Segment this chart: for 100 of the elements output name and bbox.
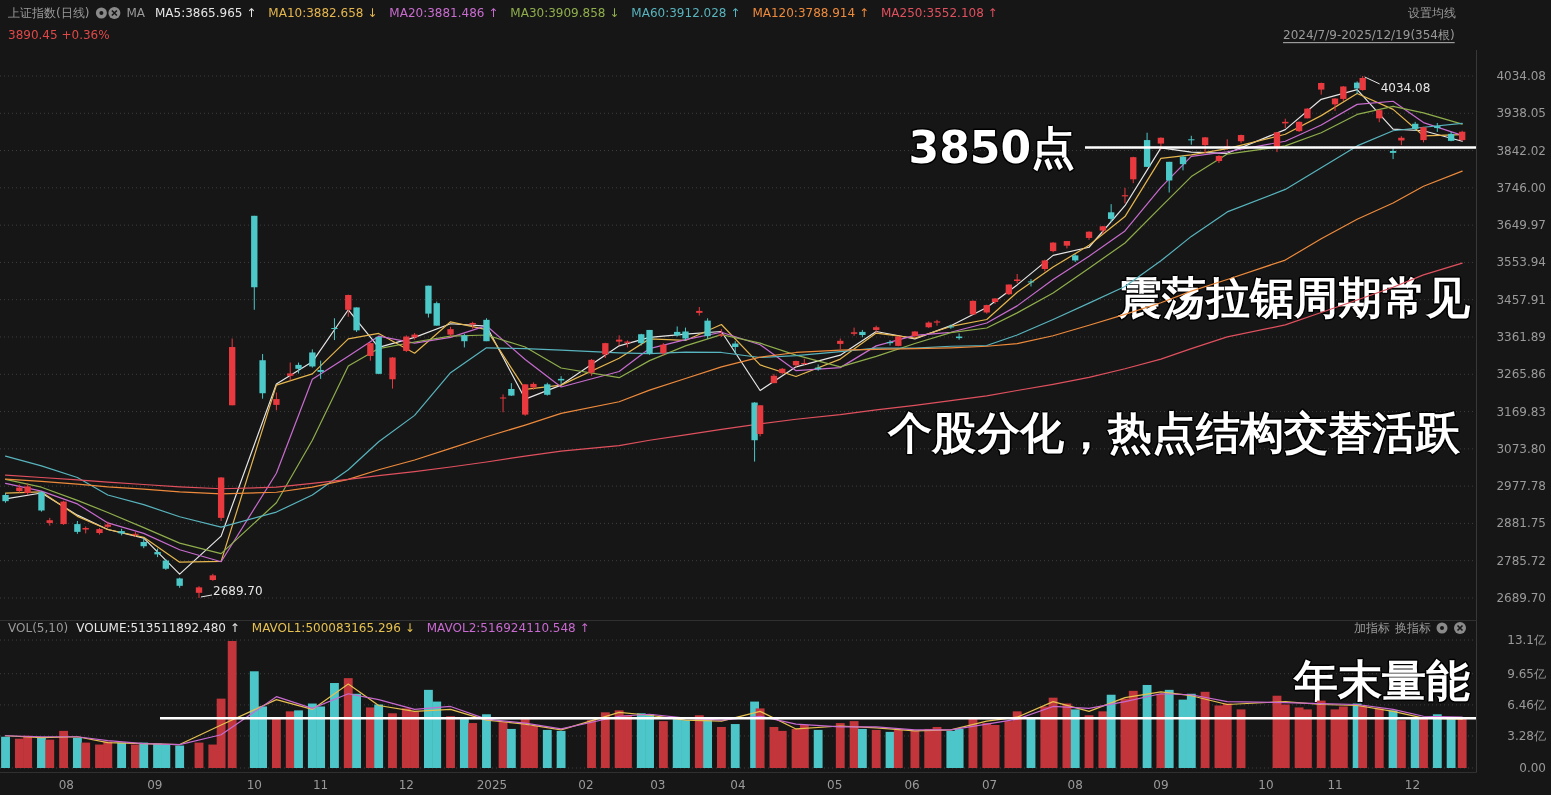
bar [1396, 720, 1406, 768]
bar [1164, 689, 1174, 768]
y-tick-label: 2689.70 [1496, 590, 1546, 605]
bar [556, 730, 566, 768]
y-tick-label: 3649.97 [1496, 218, 1546, 233]
bar [1410, 719, 1420, 768]
annotation: 2689.70 [213, 583, 263, 598]
chart-subtitle: 3890.45 +0.36% [8, 28, 110, 42]
y-tick-label: 13.1亿 [1507, 633, 1546, 648]
y-tick-label: 0.00 [1519, 761, 1546, 775]
y-tick-label: 3361.89 [1496, 329, 1546, 344]
chart-title: 上证指数(日线) [8, 6, 90, 20]
bar [117, 742, 127, 768]
bar [1446, 718, 1456, 768]
bar [175, 745, 185, 768]
bar [871, 729, 881, 768]
annotation: 年末量能 [1293, 654, 1470, 706]
bar [459, 719, 469, 768]
bar [835, 723, 845, 768]
candlestick [317, 360, 324, 380]
annotation: 换指标 [1395, 621, 1431, 635]
candlestick [331, 317, 338, 341]
y-tick-label: 3553.94 [1496, 255, 1546, 270]
bar [910, 730, 920, 768]
candlestick [850, 327, 858, 337]
y-tick-label: 4034.08 [1496, 68, 1546, 83]
x-tick-label: 04 [730, 778, 746, 792]
bar [893, 729, 903, 768]
candlestick [1107, 203, 1115, 223]
text: MAVOL1:500083165.296 ↓ [251, 621, 415, 635]
bar [1432, 714, 1442, 768]
bar [1, 736, 10, 768]
bar [730, 724, 740, 768]
candlestick [38, 490, 45, 513]
y-tick-label: 9.65亿 [1507, 666, 1546, 681]
x-tick-label: 06 [904, 778, 920, 792]
text: 2024/7/9-2025/12/19(354根) [1283, 28, 1455, 42]
candlestick [1130, 156, 1137, 184]
y-tick-label: 2881.75 [1496, 516, 1546, 531]
candlestick [1166, 161, 1173, 193]
bar [1358, 705, 1368, 768]
bar [857, 728, 867, 768]
bar [755, 708, 765, 768]
chart-title: VOL(5,10) [8, 621, 69, 635]
y-tick-label: 2785.72 [1496, 553, 1546, 568]
bar [388, 713, 397, 768]
text: MA120:3788.914 ↑ [752, 6, 870, 20]
bar [600, 712, 610, 768]
x-tick-label: 2025 [476, 778, 508, 792]
x-tick-label: 09 [1153, 778, 1169, 792]
bar [1098, 711, 1108, 768]
bar [81, 742, 91, 768]
candlestick [60, 500, 67, 526]
legend-title: MA [126, 6, 146, 20]
bar [885, 731, 895, 768]
bar [37, 737, 46, 768]
bar [498, 722, 508, 768]
bar [1062, 703, 1072, 768]
annotation: 加指标 [1354, 621, 1390, 635]
candlestick [615, 334, 623, 346]
annotation: VOLUME:513511892.480 ↑ [76, 621, 240, 635]
bar [59, 730, 68, 768]
text: MA20:3881.486 ↑ [389, 6, 499, 20]
bar [1316, 700, 1326, 768]
y-tick-label: 3.28亿 [1507, 728, 1546, 743]
bar [1106, 694, 1116, 768]
x-tick-label: 03 [650, 778, 666, 792]
candlestick [704, 317, 711, 340]
bar [1070, 709, 1080, 768]
bar [446, 716, 455, 768]
y-tick-label: 3169.83 [1496, 404, 1546, 419]
text: MA5:3865.965 ↑ [154, 6, 257, 20]
bar [330, 683, 339, 768]
text: MA30:3909.858 ↓ [510, 6, 620, 20]
y-tick-label: 3746.00 [1496, 180, 1546, 195]
bar [587, 720, 596, 768]
candlestick [933, 319, 941, 327]
x-tick-label: 09 [147, 778, 163, 792]
ref-line-label: 3850点 [908, 121, 1075, 173]
candlestick [353, 306, 360, 333]
bar [1374, 708, 1384, 768]
x-tick-label: 10 [1258, 778, 1274, 792]
bar [482, 714, 491, 768]
candlestick [433, 301, 440, 327]
text: MA60:3912.028 ↑ [631, 6, 741, 20]
x-tick-label: 02 [578, 778, 594, 792]
bar [506, 728, 516, 768]
candlestick [499, 393, 507, 413]
y-tick-label: 3073.80 [1496, 441, 1546, 456]
bar [352, 693, 361, 768]
text: MA250:3552.108 ↑ [881, 6, 998, 20]
bar [1142, 684, 1152, 768]
bar [1200, 691, 1210, 768]
y-tick-label: 3842.02 [1496, 143, 1546, 158]
annotation: 4034.08 [1380, 80, 1431, 95]
bar [45, 739, 55, 768]
bar [294, 710, 303, 768]
x-tick-label: 12 [398, 778, 414, 792]
bar [1419, 718, 1428, 768]
bar [716, 726, 726, 768]
